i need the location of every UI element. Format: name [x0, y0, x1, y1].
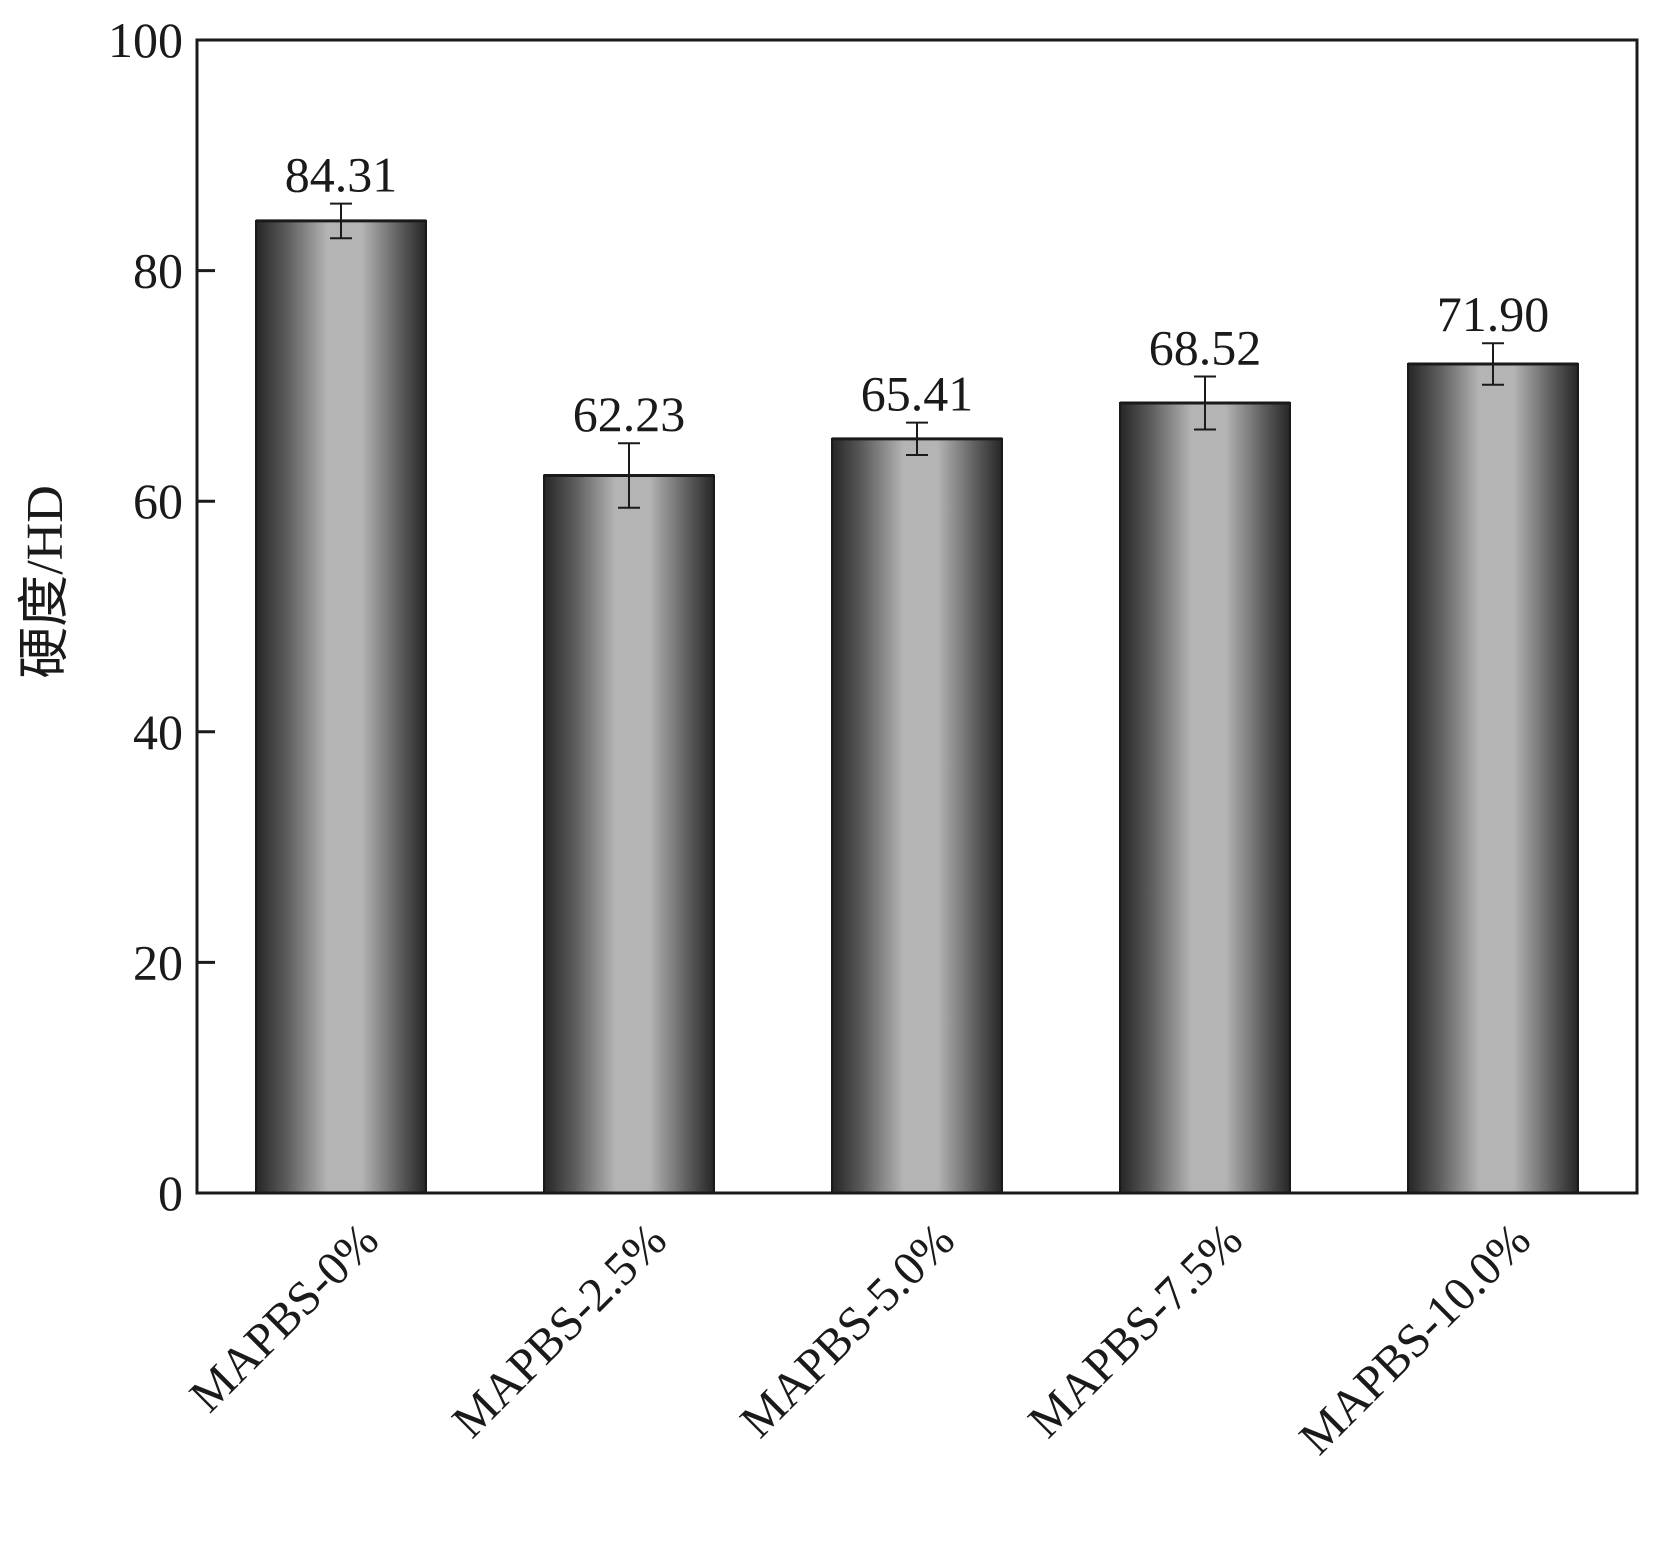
x-tick-label-4: MAPBS-7.5%: [1018, 1213, 1253, 1448]
x-tick-label-2: MAPBS-2.5%: [442, 1213, 677, 1448]
data-label-4: 68.52: [1149, 319, 1262, 375]
plot-frame: [195, 38, 1639, 1195]
bar-5: [1407, 362, 1579, 1195]
y-tick-label-20: 20: [133, 934, 183, 990]
bar-1: [255, 219, 427, 1194]
bar-2: [543, 474, 715, 1194]
bar-3: [831, 437, 1003, 1194]
y-tick-label-80: 80: [133, 243, 183, 299]
y-tick-label-40: 40: [133, 704, 183, 760]
data-label-5: 71.90: [1437, 286, 1550, 342]
x-tick-label-1: MAPBS-0%: [180, 1213, 389, 1422]
y-tick-label-0: 0: [158, 1165, 183, 1221]
error-bars-layer: [330, 202, 1504, 509]
y-axis-title: 硬度/HD: [17, 485, 74, 679]
axes-layer: [195, 38, 1639, 1195]
x-tick-label-5: MAPBS-10.0%: [1289, 1213, 1541, 1465]
data-label-2: 62.23: [573, 386, 686, 442]
bars-layer: [255, 219, 1579, 1195]
data-label-1: 84.31: [285, 147, 398, 203]
y-tick-label-60: 60: [133, 473, 183, 529]
data-label-3: 65.41: [861, 366, 974, 422]
bar-4: [1119, 401, 1291, 1194]
x-tick-label-3: MAPBS-5.0%: [730, 1213, 965, 1448]
y-tick-label-100: 100: [108, 12, 183, 68]
